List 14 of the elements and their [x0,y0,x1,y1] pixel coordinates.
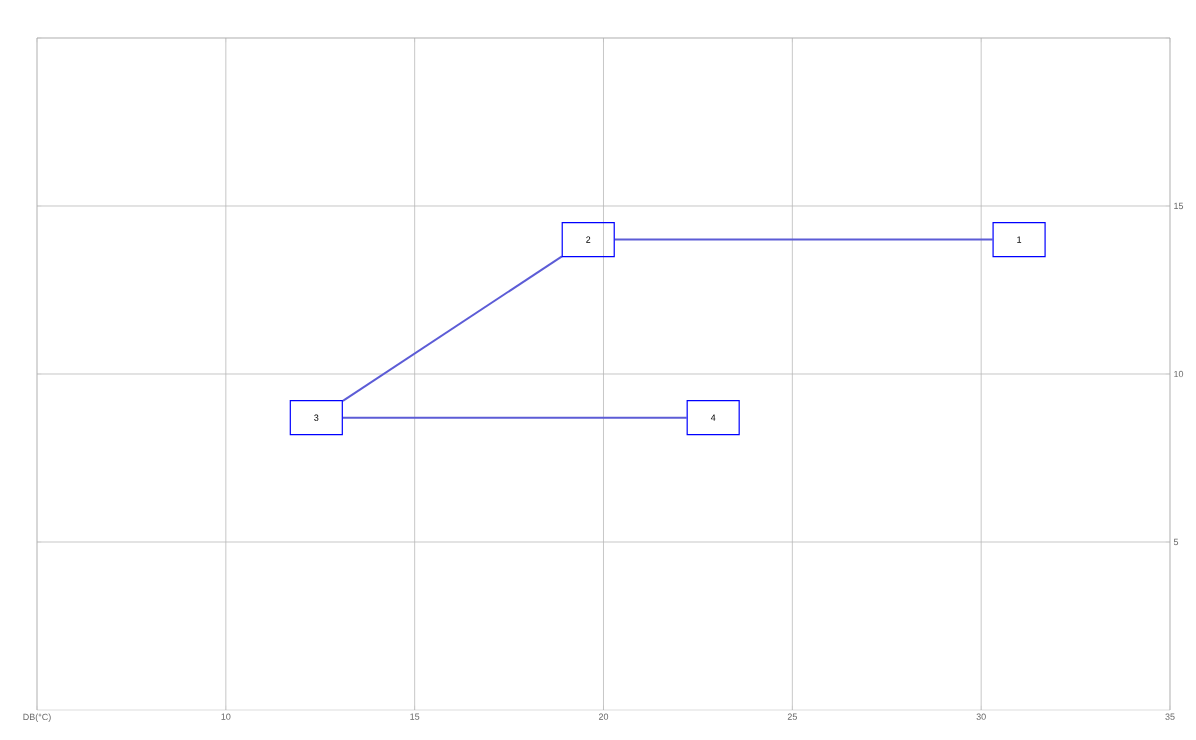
x-tick-label: DB(°C) [23,713,51,722]
x-tick-label: 30 [976,713,986,720]
y-tick-label: 15 [1174,202,1184,210]
annotation: 4 [710,414,716,421]
x-tick-label: 20 [598,713,609,720]
y-tick-label: 10 [1174,370,1184,378]
x-tick-label: 10 [221,713,231,720]
x-tick-label: 35 [1165,713,1175,720]
x-tick-label: 25 [787,713,797,720]
annotation: 2 [586,236,591,243]
y-tick-label: 5 [1173,538,1179,546]
x-tick-label: 15 [410,713,420,720]
annotation: 1 [1017,236,1022,243]
annotation: 3 [314,414,319,421]
